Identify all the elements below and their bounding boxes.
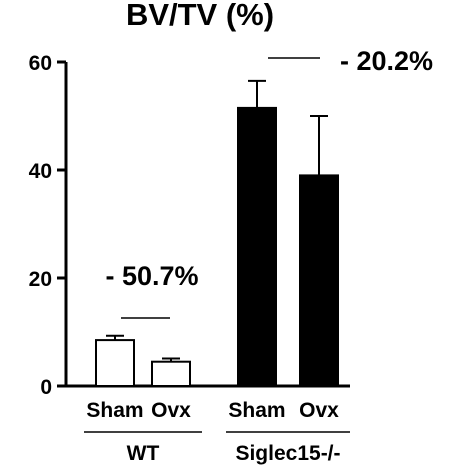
bar <box>237 106 277 388</box>
bar <box>299 174 339 387</box>
bar <box>95 339 135 388</box>
annotation-label: - 20.2% <box>340 46 433 76</box>
bars <box>95 106 339 388</box>
x-tick-labels: Sham Ovx Sham Ovx <box>86 399 339 422</box>
y-tick-label: 20 <box>29 268 52 291</box>
y-tick-label: 60 <box>29 52 52 75</box>
chart-title: BV/TV (%) <box>126 0 274 32</box>
group-label: WT <box>127 442 160 465</box>
x-tick-label: Ovx <box>151 399 191 422</box>
x-tick-label: Ovx <box>299 399 339 422</box>
y-tick-label: 40 <box>29 160 52 183</box>
annotation-label: - 50.7% <box>105 261 198 291</box>
bar <box>151 360 191 388</box>
x-tick-label: Sham <box>86 399 143 422</box>
group-label: Siglec15-/- <box>235 442 340 465</box>
y-tick-label: 0 <box>40 376 52 399</box>
annotations: - 50.7% - 20.2% <box>105 46 433 319</box>
error-bars <box>106 79 328 362</box>
group-labels: WT Siglec15-/- <box>84 431 350 465</box>
x-tick-label: Sham <box>228 399 285 422</box>
